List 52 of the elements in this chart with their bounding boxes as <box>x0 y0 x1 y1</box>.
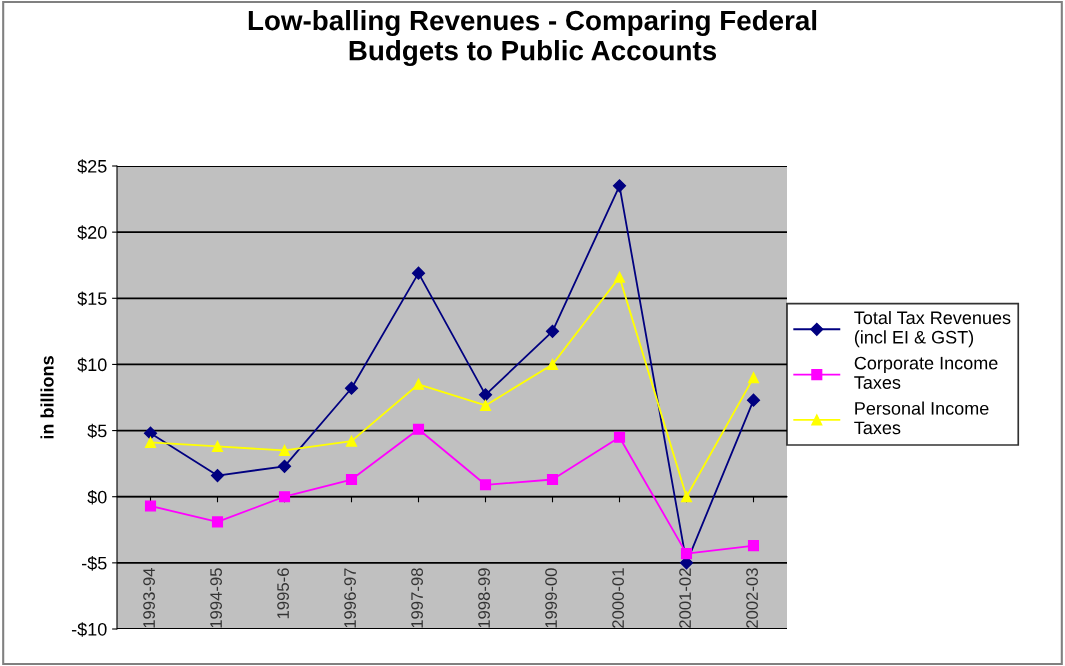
y-tick-label: $10 <box>77 357 107 373</box>
point <box>211 516 224 528</box>
point <box>344 381 359 395</box>
point <box>210 468 225 483</box>
y-tick-label: $0 <box>87 489 107 505</box>
point <box>411 266 426 280</box>
x-tick-label: 1999-00 <box>545 568 557 628</box>
x-tick-label: 1995-6 <box>277 568 289 619</box>
legend-label: Corporate Income Taxes <box>854 356 998 389</box>
point <box>612 179 627 193</box>
point <box>278 491 291 503</box>
point <box>277 459 292 473</box>
y-tick-label: $15 <box>77 291 107 307</box>
point <box>479 479 492 491</box>
point <box>278 444 291 456</box>
y-tick-label: -$10 <box>71 622 107 637</box>
point <box>746 393 761 407</box>
point <box>546 358 559 370</box>
point <box>211 440 224 453</box>
x-tick-label: 2001-02 <box>679 568 691 628</box>
point <box>680 548 693 560</box>
x-tick-label: 2002-03 <box>746 568 758 628</box>
point <box>747 372 760 384</box>
x-tick-label: 1996-97 <box>344 568 356 628</box>
point <box>144 436 157 449</box>
point <box>680 491 693 503</box>
point <box>345 435 358 447</box>
legend-label: Total Tax Revenues (incl EI & GST) <box>854 310 1011 348</box>
point <box>613 271 626 283</box>
point <box>479 399 492 411</box>
chart-title: Low-balling Revenues - Comparing Federal Budgets to Public Accounts <box>248 9 817 67</box>
point <box>545 324 560 338</box>
x-tick-label: 1997-98 <box>411 568 423 628</box>
point <box>143 426 158 440</box>
x-tick-label: 2000-01 <box>612 568 624 628</box>
point <box>412 378 425 390</box>
y-tick-label: -$5 <box>81 556 107 571</box>
legend-label: Personal Income Taxes <box>854 401 989 435</box>
y-axis-title: in billions <box>40 356 54 439</box>
x-tick-label: 1998-99 <box>478 568 490 628</box>
point <box>546 473 559 486</box>
point <box>144 500 157 512</box>
y-tick-label: $5 <box>87 423 107 439</box>
y-tick-label: $20 <box>77 225 107 240</box>
y-tick-label: $25 <box>77 159 107 174</box>
point <box>613 431 626 443</box>
x-tick-label: 1993-94 <box>143 568 155 628</box>
point <box>345 473 358 486</box>
point <box>478 388 493 402</box>
point <box>412 423 425 435</box>
x-tick-label: 1994-95 <box>210 568 222 628</box>
point <box>747 540 760 552</box>
